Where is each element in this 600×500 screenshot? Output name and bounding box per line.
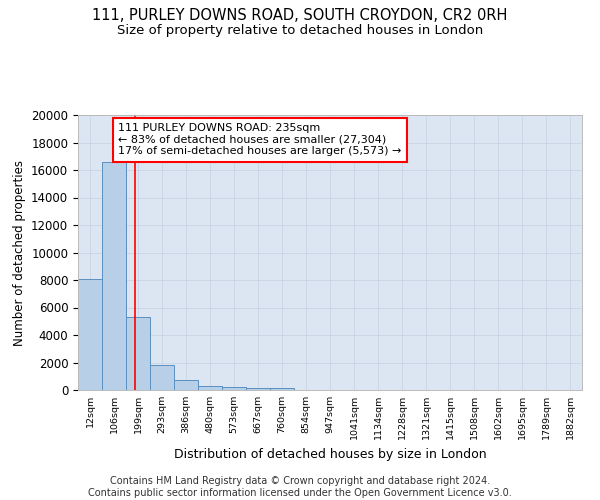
Bar <box>222 387 246 390</box>
X-axis label: Distribution of detached houses by size in London: Distribution of detached houses by size … <box>173 448 487 460</box>
Text: Contains HM Land Registry data © Crown copyright and database right 2024.
Contai: Contains HM Land Registry data © Crown c… <box>88 476 512 498</box>
Bar <box>198 386 222 390</box>
Bar <box>246 388 270 390</box>
Bar <box>126 317 150 390</box>
Text: Size of property relative to detached houses in London: Size of property relative to detached ho… <box>117 24 483 37</box>
Y-axis label: Number of detached properties: Number of detached properties <box>13 160 26 346</box>
Bar <box>150 365 174 390</box>
Bar <box>174 380 198 390</box>
Bar <box>270 388 294 390</box>
Text: 111, PURLEY DOWNS ROAD, SOUTH CROYDON, CR2 0RH: 111, PURLEY DOWNS ROAD, SOUTH CROYDON, C… <box>92 8 508 22</box>
Text: 111 PURLEY DOWNS ROAD: 235sqm
← 83% of detached houses are smaller (27,304)
17% : 111 PURLEY DOWNS ROAD: 235sqm ← 83% of d… <box>118 123 401 156</box>
Bar <box>78 278 102 390</box>
Bar <box>102 162 126 390</box>
